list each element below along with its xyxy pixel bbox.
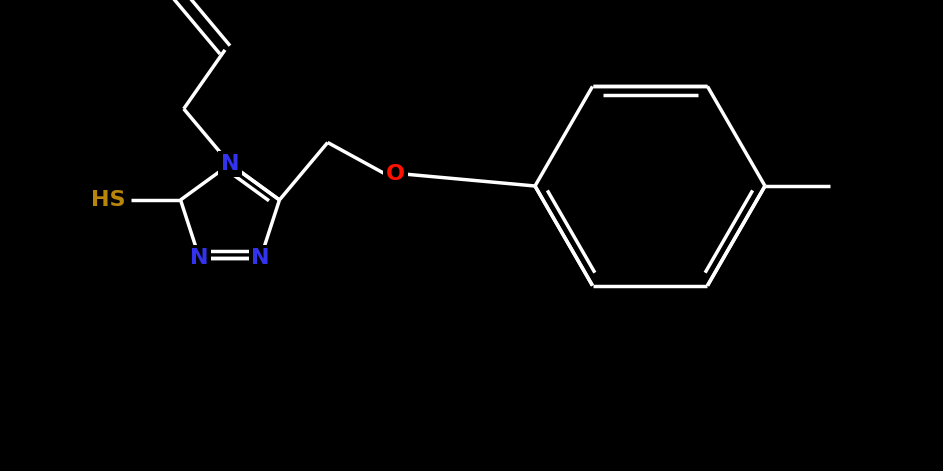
Text: N: N bbox=[221, 154, 240, 174]
Text: O: O bbox=[386, 164, 405, 184]
Text: N: N bbox=[190, 248, 208, 268]
Text: N: N bbox=[252, 248, 270, 268]
Text: HS: HS bbox=[91, 190, 125, 210]
Text: N: N bbox=[190, 248, 208, 268]
Text: N: N bbox=[252, 248, 270, 268]
Text: HS: HS bbox=[91, 190, 125, 210]
Text: N: N bbox=[221, 154, 240, 174]
Text: O: O bbox=[386, 164, 405, 184]
